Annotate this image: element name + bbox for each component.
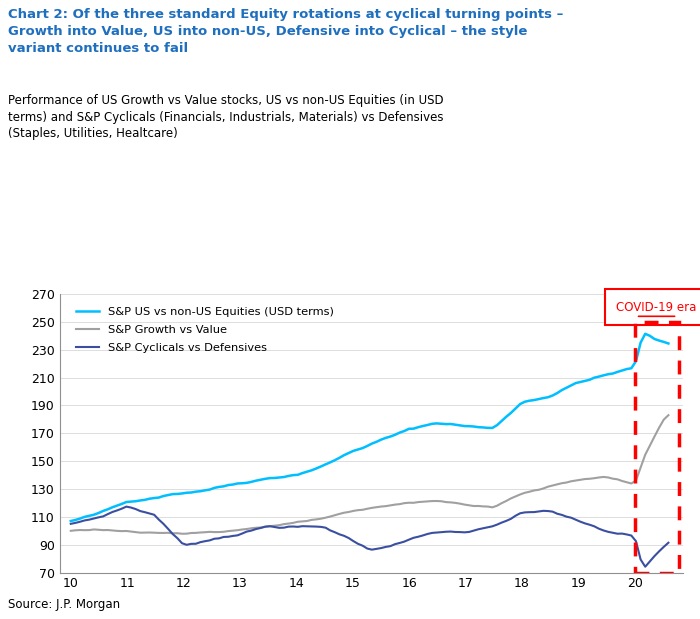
S&P US vs non-US Equities (USD terms) [535, 396, 543, 403]
S&P Cyclicals vs Defensives [641, 563, 650, 571]
Bar [635, 322, 678, 573]
S&P Cyclicals vs Defensives [122, 503, 131, 510]
S&P US vs non-US Equities (USD terms) [507, 409, 515, 417]
S&P Cyclicals vs Defensives [233, 532, 242, 539]
S&P Cyclicals vs Defensives [664, 539, 673, 547]
S&P Growth vs Value [664, 412, 673, 419]
Text: Source: J.P. Morgan: Source: J.P. Morgan [8, 598, 120, 611]
S&P Cyclicals vs Defensives [539, 507, 547, 514]
S&P Cyclicals vs Defensives [66, 520, 75, 527]
S&P Cyclicals vs Defensives [511, 512, 519, 519]
S&P US vs non-US Equities (USD terms) [229, 481, 237, 488]
S&P Growth vs Value [465, 501, 473, 509]
Text: COVID-19 era: COVID-19 era [617, 300, 696, 313]
Line: S&P Cyclicals vs Defensives: S&P Cyclicals vs Defensives [71, 506, 668, 567]
S&P Growth vs Value [511, 493, 519, 500]
S&P Growth vs Value [539, 485, 547, 492]
S&P US vs non-US Equities (USD terms) [461, 422, 469, 430]
S&P Cyclicals vs Defensives [382, 543, 390, 551]
S&P Growth vs Value [233, 527, 242, 534]
S&P Cyclicals vs Defensives [465, 528, 473, 535]
S&P Cyclicals vs Defensives [326, 527, 335, 534]
S&P US vs non-US Equities (USD terms) [66, 517, 75, 525]
Text: Chart 2: Of the three standard Equity rotations at cyclical turning points –
Gro: Chart 2: Of the three standard Equity ro… [8, 8, 564, 55]
Line: S&P Growth vs Value: S&P Growth vs Value [71, 415, 668, 534]
Line: S&P US vs non-US Equities (USD terms): S&P US vs non-US Equities (USD terms) [71, 334, 668, 521]
S&P Growth vs Value [382, 503, 390, 510]
S&P Growth vs Value [66, 527, 75, 534]
S&P US vs non-US Equities (USD terms) [377, 436, 386, 443]
Text: Performance of US Growth vs Value stocks, US vs non-US Equities (in USD
terms) a: Performance of US Growth vs Value stocks… [8, 94, 444, 140]
S&P Growth vs Value [326, 513, 335, 520]
S&P Growth vs Value [178, 530, 186, 537]
S&P US vs non-US Equities (USD terms) [664, 340, 673, 347]
S&P US vs non-US Equities (USD terms) [641, 330, 650, 337]
Legend: S&P US vs non-US Equities (USD terms), S&P Growth vs Value, S&P Cyclicals vs Def: S&P US vs non-US Equities (USD terms), S… [71, 303, 338, 357]
S&P US vs non-US Equities (USD terms) [321, 461, 330, 468]
